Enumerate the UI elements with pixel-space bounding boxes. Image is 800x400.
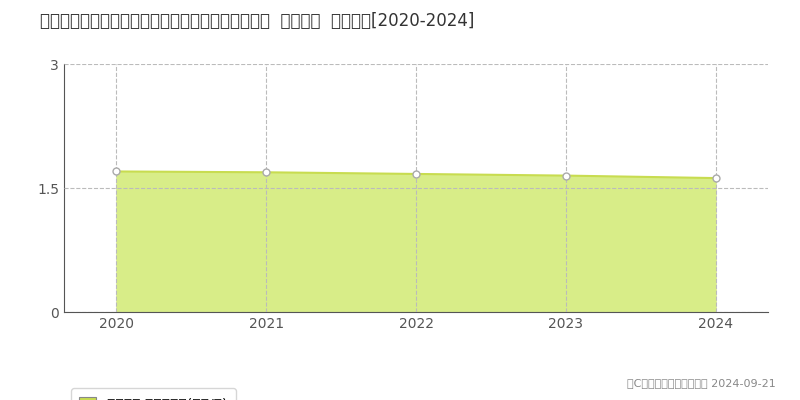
- Point: [260, 169, 273, 176]
- Point: [110, 168, 123, 175]
- Point: [559, 172, 572, 179]
- Point: [709, 175, 722, 181]
- Point: [410, 171, 422, 177]
- Text: 青森県上北郡六ヶ所村大字倉内字道ノ下１１５番６  基準地価  地価推移[2020-2024]: 青森県上北郡六ヶ所村大字倉内字道ノ下１１５番６ 基準地価 地価推移[2020-2…: [40, 12, 474, 30]
- Legend: 基準地価 平均坪単価(万円/坪): 基準地価 平均坪単価(万円/坪): [71, 388, 236, 400]
- Text: （C）土地価格ドットコム 2024-09-21: （C）土地価格ドットコム 2024-09-21: [627, 378, 776, 388]
